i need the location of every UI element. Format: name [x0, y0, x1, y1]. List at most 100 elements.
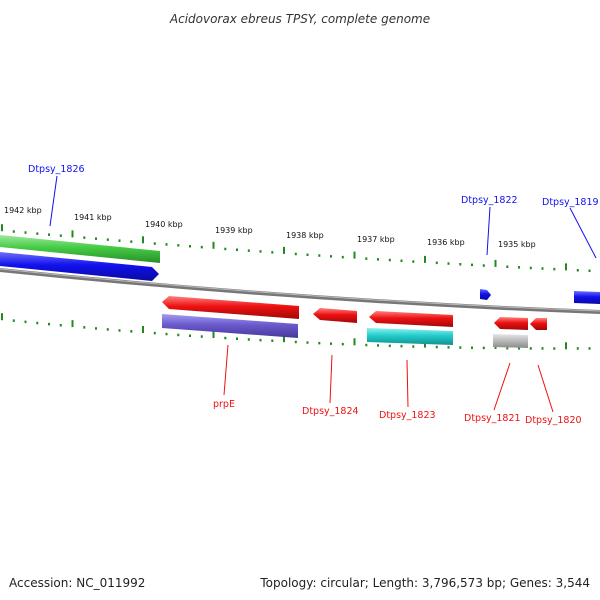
- leader-dtpsy-1822: [486, 206, 491, 256]
- topology-text: Topology: circular; Length: 3,796,573 bp…: [259, 576, 590, 590]
- scale-label-1937: 1937 kbp: [357, 235, 395, 244]
- outer-scale-minor-tick: [12, 230, 15, 233]
- inner-scale-major-tick: [142, 326, 144, 333]
- outer-scale-major-tick: [212, 241, 215, 249]
- outer-scale-minor-tick: [529, 266, 532, 270]
- scale-labels: 1942 kbp 1941 kbp 1940 kbp 1939 kbp 1938…: [4, 206, 536, 249]
- gene-prpE-red[interactable]: [162, 296, 299, 319]
- outer-scale-major-tick: [353, 251, 356, 259]
- inner-scale-minor-tick: [36, 321, 39, 325]
- inner-scale-major-tick: [1, 313, 3, 321]
- outer-scale-minor-tick: [130, 240, 133, 243]
- inner-scale-minor-tick: [506, 347, 509, 350]
- inner-scale-minor-tick: [541, 347, 544, 350]
- outer-scale-minor-tick: [247, 249, 250, 252]
- outer-scale-minor-tick: [236, 248, 238, 251]
- inner-scale-minor-tick: [518, 347, 520, 350]
- outer-scale-minor-tick: [95, 237, 97, 240]
- label-dtpsy-1819[interactable]: Dtpsy_1819: [542, 197, 599, 208]
- outer-scale-minor-tick: [588, 269, 591, 272]
- inner-scale-minor-tick: [588, 347, 591, 350]
- leader-dtpsy-1824: [329, 354, 333, 404]
- gene-dtpsy-1819[interactable]: [574, 291, 600, 304]
- inner-scale-minor-tick: [59, 324, 62, 327]
- outer-scale-minor-tick: [341, 255, 344, 259]
- inner-scale-minor-tick: [259, 338, 262, 342]
- outer-scale-minor-tick: [189, 245, 191, 248]
- genome-backbone: [0, 268, 600, 314]
- outer-scale-minor-tick: [553, 267, 556, 271]
- outer-scale-minor-tick: [48, 233, 50, 236]
- outer-scale-minor-tick: [271, 251, 274, 254]
- outer-scale-minor-tick: [365, 257, 368, 260]
- inner-scale-minor-tick: [165, 332, 168, 336]
- gene-dtpsy-1826-blue[interactable]: [0, 252, 159, 281]
- gene-dtpsy-1822[interactable]: [480, 289, 491, 300]
- inner-scale-minor-tick: [330, 342, 332, 345]
- scale-label-1936: 1936 kbp: [427, 238, 465, 247]
- outer-scale-minor-tick: [83, 236, 86, 239]
- inner-scale-minor-tick: [271, 339, 274, 342]
- inner-scale-minor-tick: [224, 336, 227, 340]
- outer-scale-major-tick: [142, 236, 144, 244]
- gene-prpE-purple[interactable]: [162, 314, 298, 338]
- gene-dtpsy-1823-red[interactable]: [369, 311, 453, 327]
- outer-scale-minor-tick: [377, 258, 379, 261]
- outer-scale-ring: [1, 224, 591, 272]
- inner-scale-minor-tick: [553, 347, 556, 350]
- scale-label-1941: 1941 kbp: [74, 213, 112, 222]
- label-prpE[interactable]: prpE: [213, 399, 235, 410]
- label-dtpsy-1826[interactable]: Dtpsy_1826: [28, 164, 85, 175]
- label-dtpsy-1822[interactable]: Dtpsy_1822: [461, 195, 518, 206]
- inner-scale-minor-tick: [118, 329, 121, 332]
- label-dtpsy-1823[interactable]: Dtpsy_1823: [379, 410, 436, 421]
- genome-backbone-highlight: [0, 268, 600, 312]
- inner-scale-minor-tick: [177, 333, 180, 337]
- inner-scale-minor-tick: [247, 338, 250, 341]
- inner-scale-minor-tick: [529, 347, 532, 350]
- label-dtpsy-1820[interactable]: Dtpsy_1820: [525, 415, 582, 426]
- inner-scale-minor-tick: [130, 330, 133, 333]
- inner-scale-minor-tick: [83, 326, 86, 329]
- gene-dtpsy-1821-gray[interactable]: [493, 334, 528, 348]
- outer-scale-minor-tick: [576, 269, 579, 272]
- inner-scale-minor-tick: [459, 346, 462, 349]
- inner-scale-minor-tick: [48, 322, 50, 326]
- inner-scale-minor-tick: [236, 337, 238, 340]
- label-dtpsy-1821[interactable]: Dtpsy_1821: [464, 413, 521, 424]
- inner-scale-minor-tick: [471, 346, 473, 349]
- inner-scale-major-tick: [424, 340, 426, 348]
- inner-scale-minor-tick: [153, 331, 156, 335]
- gene-dtpsy-1824[interactable]: [313, 308, 357, 323]
- outer-scale-minor-tick: [482, 264, 485, 267]
- gene-dtpsy-1823-cyan[interactable]: [367, 328, 453, 345]
- inner-scale-minor-tick: [294, 340, 297, 344]
- map-title: Acidovorax ebreus TPSY, complete genome: [169, 12, 430, 26]
- outer-scale-minor-tick: [412, 260, 415, 263]
- gene-dtpsy-1820[interactable]: [530, 318, 547, 330]
- scale-label-1935: 1935 kbp: [498, 240, 536, 249]
- inner-scale-ring: [1, 313, 591, 350]
- inner-scale-minor-tick: [24, 320, 27, 324]
- leader-dtpsy-1821: [493, 362, 511, 411]
- gene-dtpsy-1821-red[interactable]: [494, 317, 528, 330]
- inner-scale-major-tick: [71, 320, 74, 328]
- outer-scale-minor-tick: [165, 243, 168, 246]
- inner-scale-minor-tick: [400, 344, 403, 348]
- outer-scale-major-tick: [494, 259, 497, 267]
- outer-scale-major-tick: [1, 224, 3, 232]
- inner-scale-minor-tick: [412, 345, 415, 348]
- label-leader-lines: [49, 175, 597, 413]
- label-dtpsy-1824[interactable]: Dtpsy_1824: [302, 406, 359, 417]
- inner-scale-minor-tick: [435, 345, 438, 349]
- outer-scale-major-tick: [565, 263, 567, 271]
- inner-scale-minor-tick: [95, 327, 97, 330]
- inner-scale-minor-tick: [189, 334, 191, 337]
- outer-scale-minor-tick: [471, 263, 473, 267]
- gene-dtpsy-1826-green[interactable]: [0, 235, 160, 263]
- scale-label-1939: 1939 kbp: [215, 226, 253, 235]
- outer-scale-minor-tick: [118, 239, 121, 242]
- inner-scale-minor-tick: [447, 346, 450, 349]
- scale-label-1940: 1940 kbp: [145, 220, 183, 229]
